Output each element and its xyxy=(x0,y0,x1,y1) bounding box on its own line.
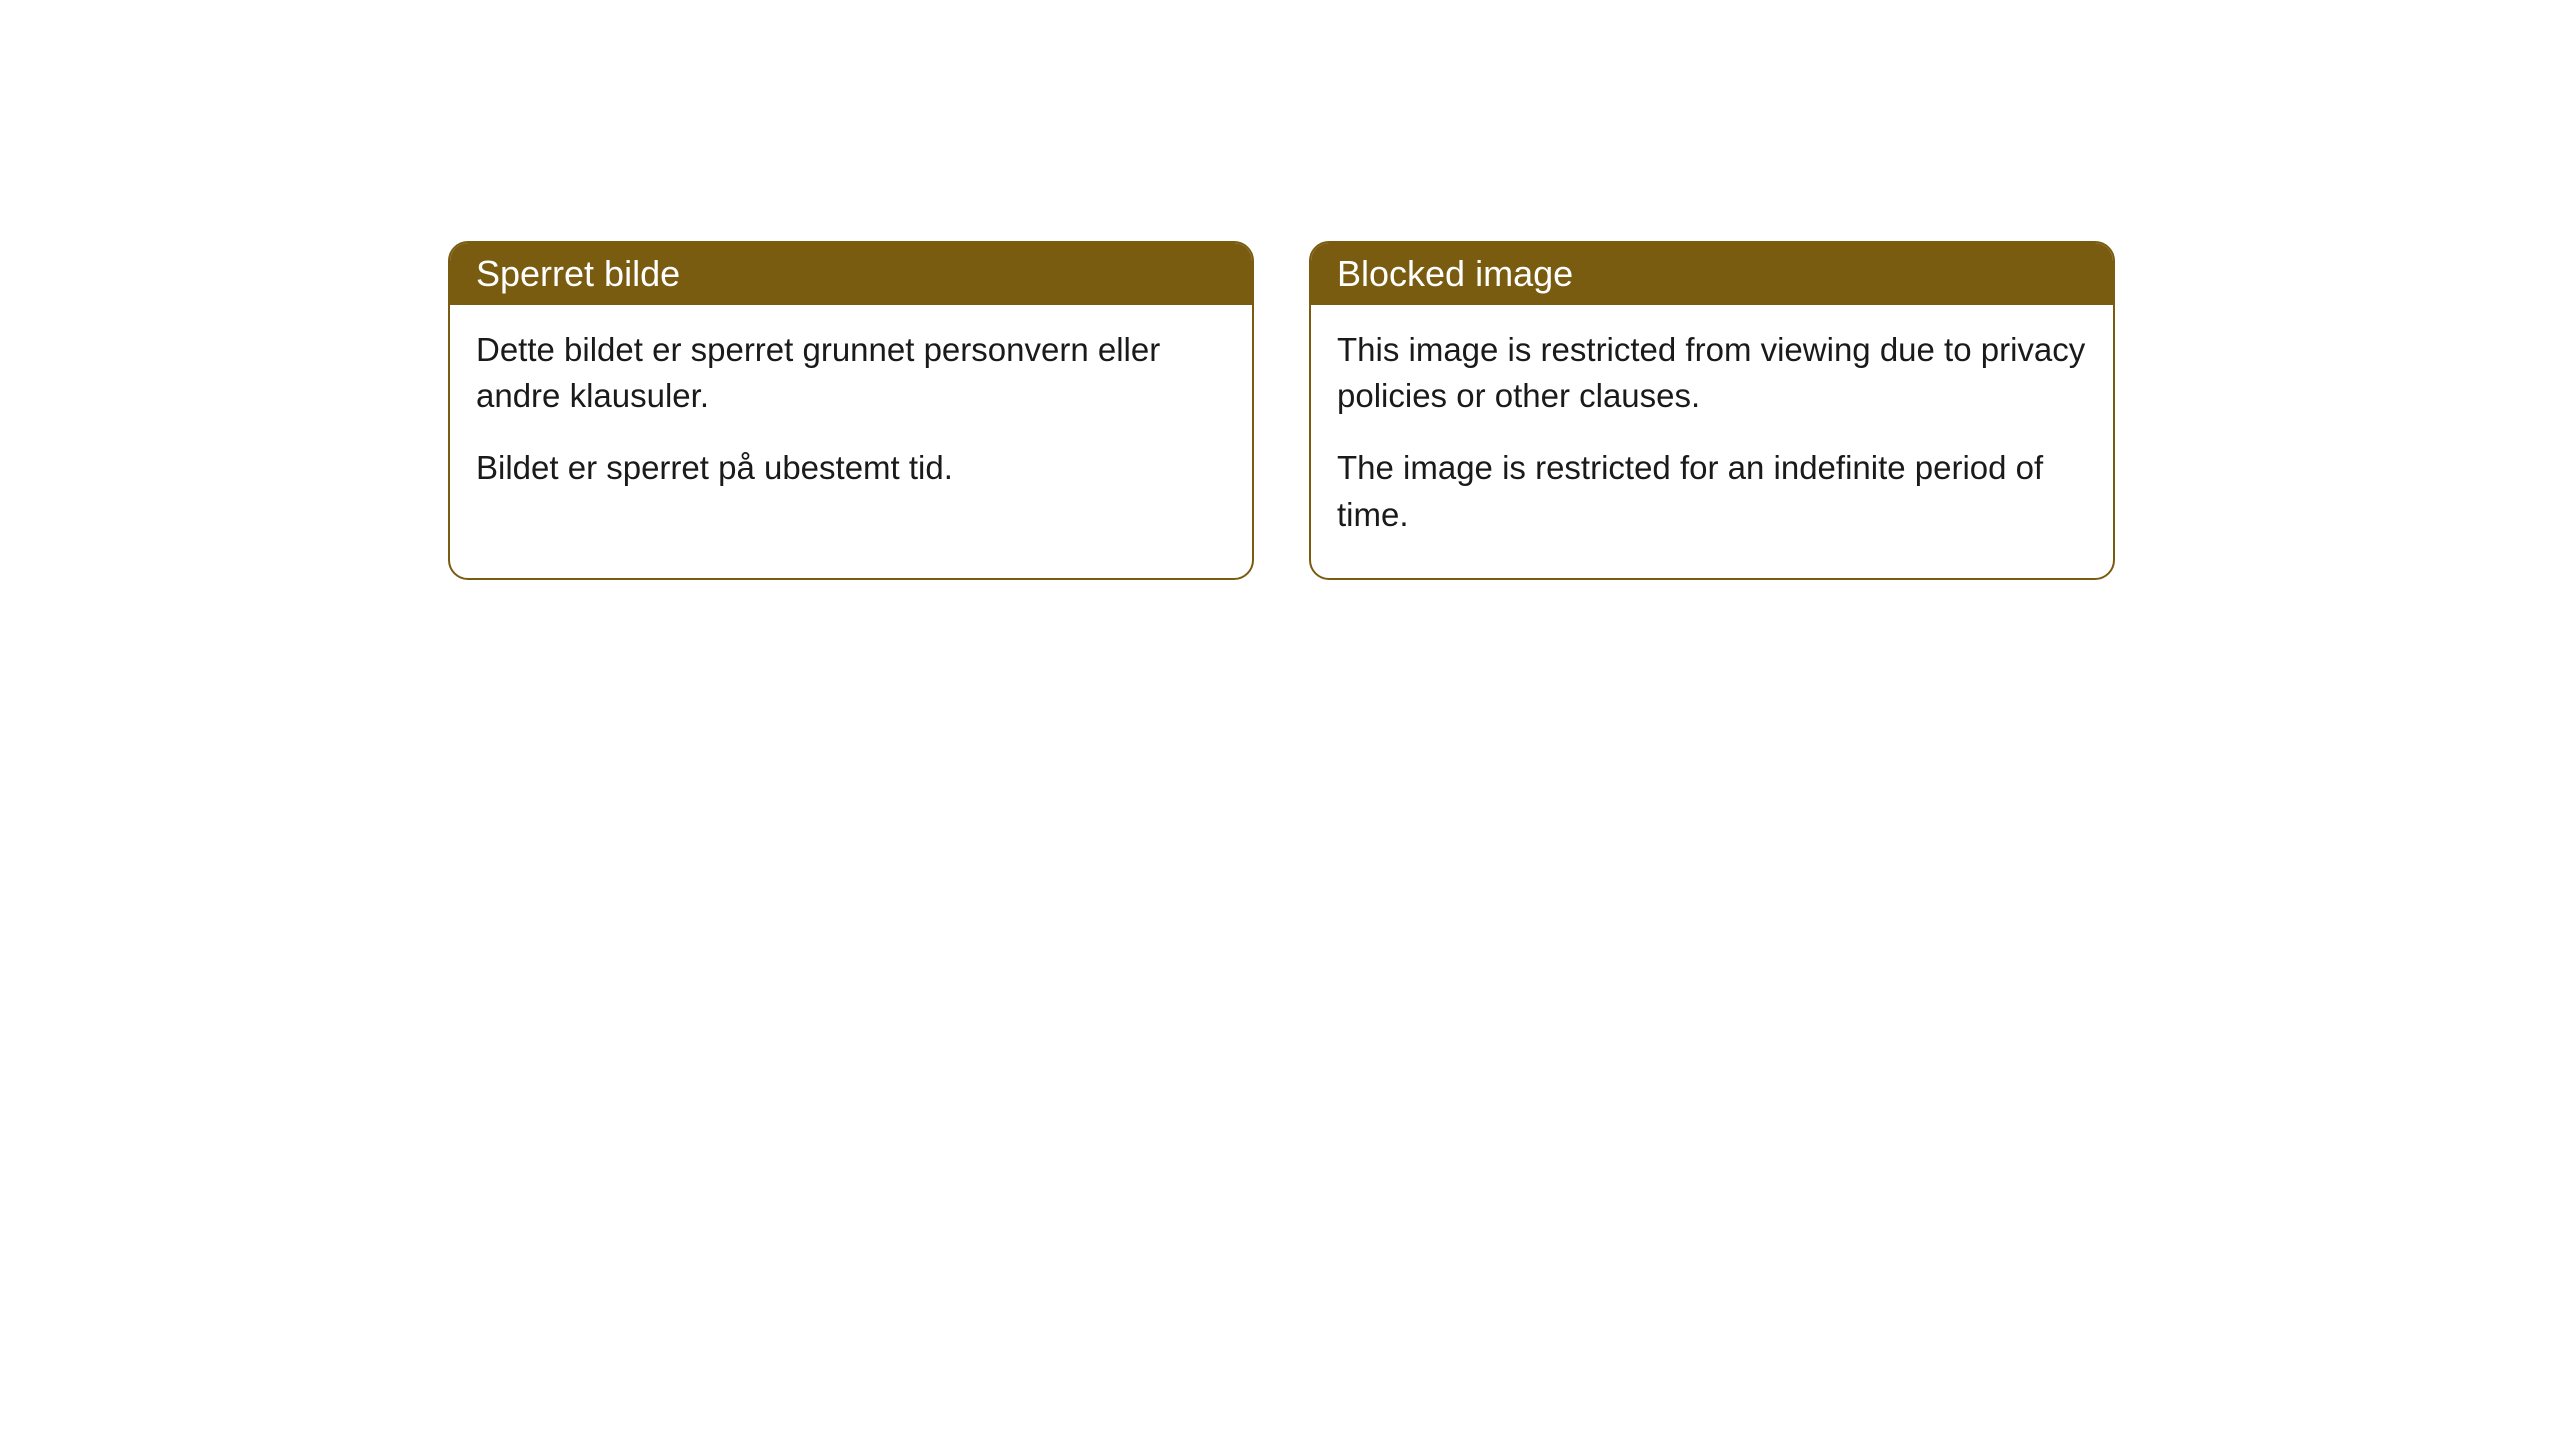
card-paragraph: This image is restricted from viewing du… xyxy=(1337,327,2087,419)
card-header: Blocked image xyxy=(1311,243,2113,305)
card-paragraph: The image is restricted for an indefinit… xyxy=(1337,445,2087,537)
blocked-image-card-en: Blocked image This image is restricted f… xyxy=(1309,241,2115,580)
card-paragraph: Bildet er sperret på ubestemt tid. xyxy=(476,445,1226,491)
card-header: Sperret bilde xyxy=(450,243,1252,305)
blocked-image-card-no: Sperret bilde Dette bildet er sperret gr… xyxy=(448,241,1254,580)
card-body: Dette bildet er sperret grunnet personve… xyxy=(450,305,1252,532)
card-title: Blocked image xyxy=(1337,253,1573,294)
message-cards-container: Sperret bilde Dette bildet er sperret gr… xyxy=(448,241,2115,580)
card-paragraph: Dette bildet er sperret grunnet personve… xyxy=(476,327,1226,419)
card-title: Sperret bilde xyxy=(476,253,680,294)
card-body: This image is restricted from viewing du… xyxy=(1311,305,2113,578)
